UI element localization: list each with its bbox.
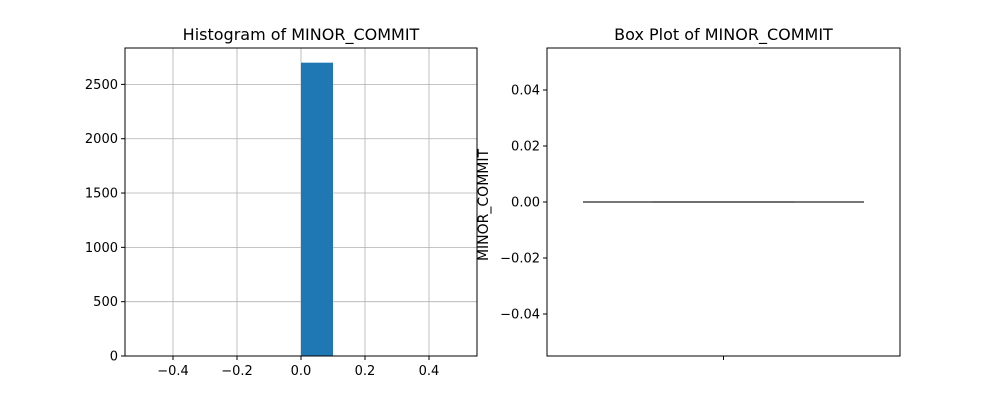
histogram-y-tick-label: 2500 <box>85 78 118 93</box>
histogram-y-tick-label: 1500 <box>85 187 118 202</box>
histogram-y-tick-label: 1000 <box>85 241 118 256</box>
boxplot-y-tick-label: 0.00 <box>511 196 540 211</box>
boxplot-y-tick-label: −0.02 <box>500 252 540 267</box>
histogram-x-tick-label: 0.4 <box>419 364 440 379</box>
boxplot-y-tick-label: −0.04 <box>500 308 540 323</box>
boxplot-y-ticks: −0.04 −0.02 0.00 0.02 0.04 <box>500 84 547 323</box>
histogram-panel: Histogram of MINOR_COMMIT −0.4 −0.2 0.0 0.2… <box>85 25 478 379</box>
histogram-frame <box>124 47 478 357</box>
boxplot-panel: Box Plot of MINOR_COMMIT MINOR_COMMIT −0… <box>476 25 901 360</box>
histogram-title: Histogram of MINOR_COMMIT <box>183 25 420 45</box>
histogram-x-tick-label: 0.0 <box>291 364 312 379</box>
boxplot-y-axis-label: MINOR_COMMIT <box>476 149 492 262</box>
histogram-bars <box>301 62 333 357</box>
boxplot-y-tick-label: 0.04 <box>511 84 540 99</box>
histogram-x-tick-label: −0.4 <box>157 364 189 379</box>
boxplot-title: Box Plot of MINOR_COMMIT <box>614 25 833 45</box>
boxplot-frame <box>546 47 901 357</box>
histogram-y-tick-label: 0 <box>110 350 118 365</box>
histogram-bar <box>301 62 333 357</box>
histogram-y-ticks: 0 500 1000 1500 2000 2500 <box>85 78 125 365</box>
histogram-y-tick-label: 2000 <box>85 132 118 147</box>
histogram-y-tick-label: 500 <box>93 295 118 310</box>
histogram-x-ticks: −0.4 −0.2 0.0 0.2 0.4 <box>157 356 439 379</box>
histogram-x-tick-label: −0.2 <box>221 364 253 379</box>
boxplot-y-tick-label: 0.02 <box>511 140 540 155</box>
histogram-x-tick-label: 0.2 <box>355 364 376 379</box>
